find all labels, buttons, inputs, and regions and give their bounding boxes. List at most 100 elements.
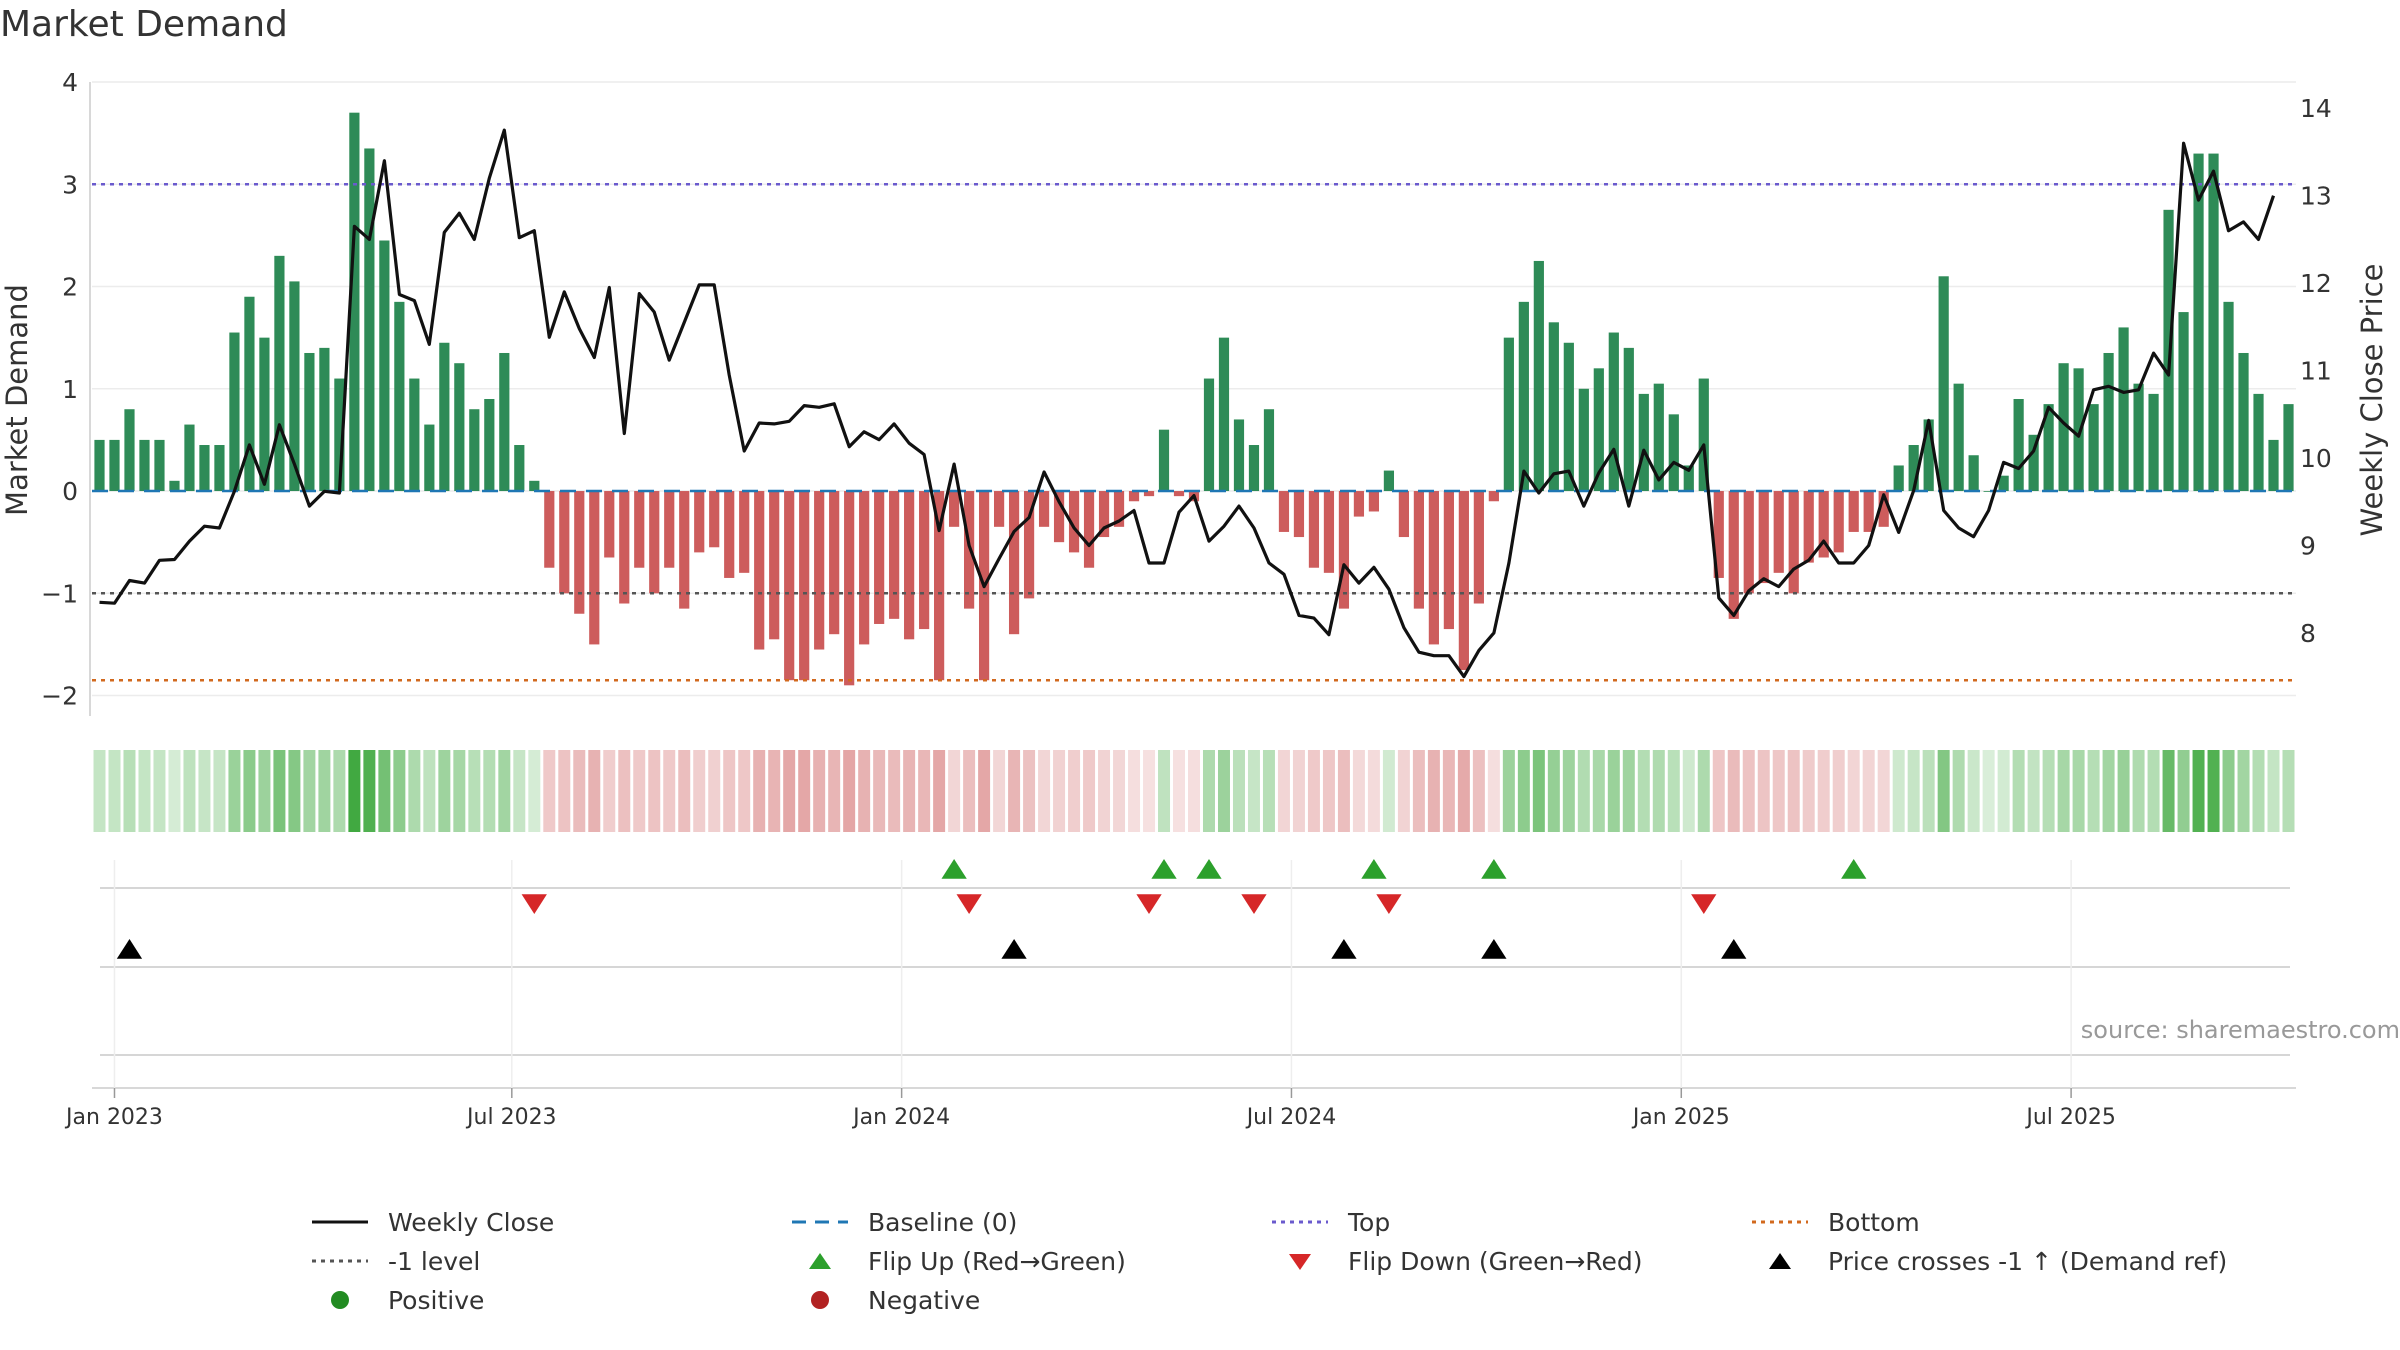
heat-cell (1652, 750, 1665, 832)
y-tick-label: 1 (62, 375, 78, 404)
heat-cell (903, 750, 916, 832)
heat-cell (1307, 750, 1320, 832)
heat-cell (333, 750, 346, 832)
heat-cell (2042, 750, 2055, 832)
demand-bar (1053, 491, 1065, 543)
legend-baseline-label: Baseline (0) (868, 1207, 1018, 1237)
demand-bar (2223, 301, 2234, 492)
demand-bar (244, 296, 255, 492)
demand-bar (514, 445, 525, 492)
demand-bar (919, 491, 930, 630)
demand-bar (304, 352, 315, 492)
heat-cell (603, 750, 616, 832)
demand-bar (904, 491, 915, 640)
demand-bar (2118, 327, 2129, 492)
heat-cell (978, 750, 991, 832)
heat-cell (1757, 750, 1770, 832)
flip-down-marker (1376, 894, 1402, 914)
heat-cell (2207, 750, 2220, 832)
demand-bar (1038, 491, 1050, 527)
demand-bar (1803, 491, 1814, 563)
demand-bar (1173, 491, 1185, 497)
demand-bar (814, 491, 825, 650)
heat-cell (2147, 750, 2160, 832)
demand-bar (319, 347, 330, 492)
heat-cell (498, 750, 511, 832)
legend-minus-one-label: -1 level (388, 1246, 481, 1276)
heat-cell (393, 750, 406, 832)
dotted-line-icon (1272, 1220, 1328, 1224)
demand-bar (1773, 491, 1784, 573)
heat-cell (2012, 750, 2025, 832)
heat-cell (1532, 750, 1545, 832)
demand-bar (1458, 491, 1469, 670)
heat-cell (303, 750, 316, 832)
demand-bar (454, 363, 465, 492)
demand-bar (1713, 491, 1724, 578)
flip-down-marker (1691, 894, 1717, 914)
heat-cell (1907, 750, 1920, 832)
demand-bar (184, 424, 195, 492)
heat-cell (2132, 750, 2145, 832)
demand-bar (769, 491, 780, 640)
demand-bar (1668, 414, 1679, 492)
legend-price-cross-label: Price crosses -1 ↑ (Demand ref) (1828, 1246, 2228, 1276)
heat-cell (1023, 750, 1036, 832)
demand-bar (1503, 337, 1514, 492)
heat-cell (573, 750, 586, 832)
demand-bar (1923, 419, 1934, 492)
heat-cell (1862, 750, 1875, 832)
heat-cell (228, 750, 241, 832)
heat-cell (1367, 750, 1380, 832)
demand-bar (544, 491, 555, 568)
flip-down-marker (956, 894, 982, 914)
demand-bar (1278, 491, 1290, 532)
demand-bar (1548, 322, 1559, 492)
heat-cell (1967, 750, 1980, 832)
legend-weekly-close-label: Weekly Close (388, 1207, 555, 1237)
demand-bar (2193, 153, 2204, 492)
x-tick-label: Jul 2025 (2024, 1105, 2116, 1130)
heat-cell (153, 750, 166, 832)
heat-cell (873, 750, 886, 832)
demand-bar (829, 491, 840, 635)
demand-bar (1863, 491, 1874, 532)
heat-cell (633, 750, 646, 832)
y-right-tick-label: 12 (2300, 269, 2332, 298)
demand-bar (424, 424, 435, 492)
heat-cell (738, 750, 751, 832)
demand-bar (634, 491, 645, 568)
price-cross-marker (1721, 939, 1747, 959)
triangle-down-icon (1289, 1254, 1311, 1270)
heat-cell (1397, 750, 1410, 832)
source-credit: source: sharemaestro.com (2080, 1016, 2400, 1044)
heat-cell (1547, 750, 1560, 832)
heat-cell (1877, 750, 1890, 832)
demand-bar (2028, 434, 2039, 492)
demand-bar (1638, 393, 1649, 492)
flip-up-marker (941, 859, 967, 879)
demand-bar (1023, 491, 1035, 599)
heat-cell (2192, 750, 2205, 832)
heat-cell (1442, 750, 1455, 832)
heat-cell (1337, 750, 1350, 832)
heat-cell (783, 750, 796, 832)
price-cross-marker (1331, 939, 1357, 959)
demand-bar (1473, 491, 1484, 604)
legend-price-cross: Price crosses -1 ↑ (Demand ref) (1750, 1244, 2227, 1278)
heat-cell (1832, 750, 1845, 832)
heat-cell (1937, 750, 1950, 832)
y-tick-label: 0 (62, 477, 78, 506)
heat-cell (243, 750, 256, 832)
demand-bar (1608, 332, 1619, 492)
price-cross-marker (1001, 939, 1027, 959)
heat-cell (1352, 750, 1365, 832)
demand-bar (394, 301, 405, 492)
heat-cell (1517, 750, 1530, 832)
heat-cell (423, 750, 436, 832)
demand-bar (1518, 301, 1529, 492)
y-axis-title: Market Demand (0, 284, 34, 516)
heat-cell (1592, 750, 1605, 832)
demand-bar (1788, 491, 1799, 594)
heat-cell (948, 750, 961, 832)
